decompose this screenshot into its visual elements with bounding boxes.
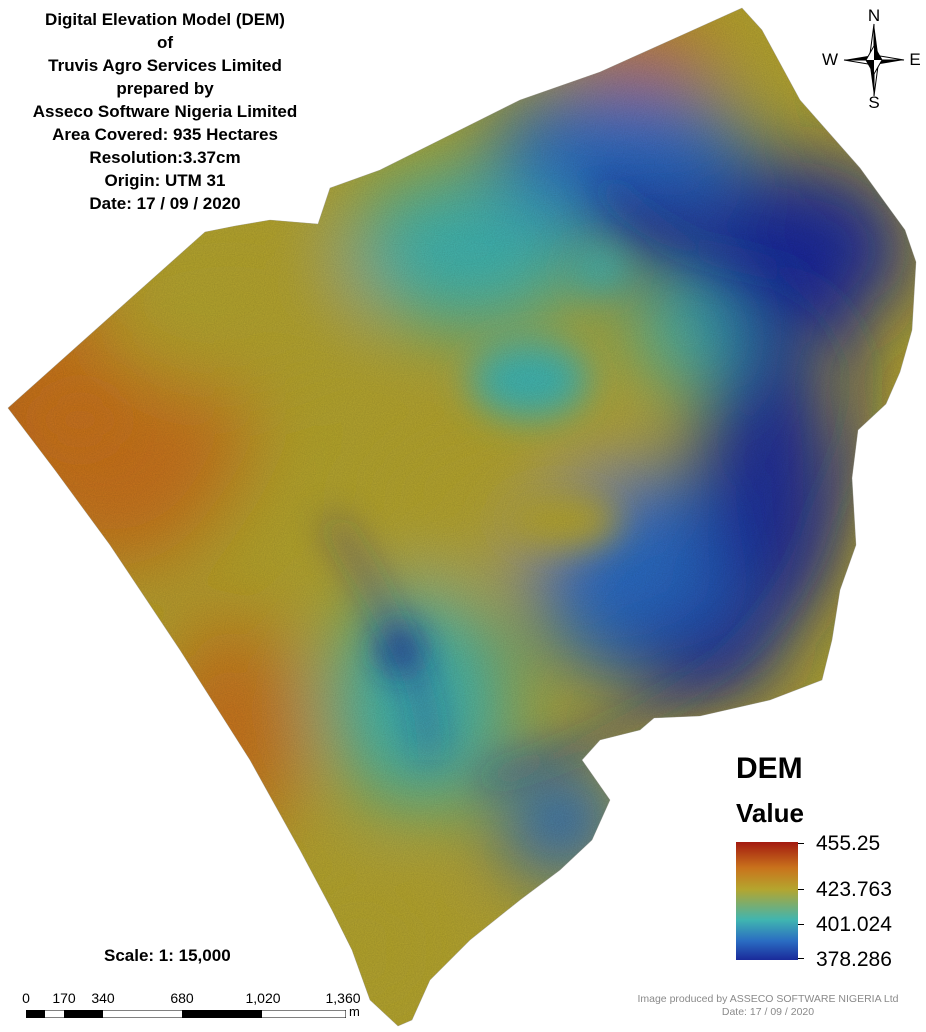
compass-n: N xyxy=(868,6,880,25)
legend-subtitle: Value xyxy=(736,798,804,828)
legend-color-ramp xyxy=(736,842,798,960)
area-covered: Area Covered: 935 Hectares xyxy=(52,125,278,144)
origin: Origin: UTM 31 xyxy=(104,171,226,190)
compass-rose-icon: N S W E xyxy=(822,6,920,112)
compass-w: W xyxy=(822,50,838,69)
scale-bar xyxy=(26,1010,346,1018)
credit-text: Image produced by ASSECO SOFTWARE NIGERI… xyxy=(612,993,924,1019)
map-title: Digital Elevation Model (DEM) xyxy=(45,10,285,29)
scale-tick-label: 1,360 xyxy=(325,990,361,1006)
prepared-by: prepared by xyxy=(116,79,214,98)
legend-tick xyxy=(798,924,804,925)
producer-name: Asseco Software Nigeria Limited xyxy=(32,102,298,121)
legend-value-2: 423.763 xyxy=(816,878,892,901)
scale-tick-label: 0 xyxy=(22,990,30,1006)
legend-value-3: 401.024 xyxy=(816,913,892,936)
credit-line-1: Image produced by ASSECO SOFTWARE NIGERI… xyxy=(637,993,899,1005)
legend-title: DEM xyxy=(736,752,803,785)
compass-s: S xyxy=(868,93,879,112)
scale-ratio: Scale: 1: 15,000 xyxy=(104,946,231,965)
legend-tick xyxy=(798,843,804,844)
legend-tick xyxy=(798,889,804,890)
credit-line-2: Date: 17 / 09 / 2020 xyxy=(721,1006,815,1018)
client-name: Truvis Agro Services Limited xyxy=(48,56,282,75)
legend-value-min: 378.286 xyxy=(816,948,892,971)
scale-tick-label: 1,020 xyxy=(245,990,281,1006)
compass-e: E xyxy=(909,50,920,69)
survey-date: Date: 17 / 09 / 2020 xyxy=(89,194,241,213)
scale-unit: m xyxy=(349,1004,360,1019)
title-of: of xyxy=(156,33,174,52)
scale-tick-label: 170 xyxy=(52,990,76,1006)
resolution: Resolution:3.37cm xyxy=(89,148,241,167)
scale-tick-label: 680 xyxy=(170,990,194,1006)
legend-tick xyxy=(798,958,804,959)
scale-tick-label: 340 xyxy=(91,990,115,1006)
legend-value-max: 455.25 xyxy=(816,832,881,855)
map-title-block: Digital Elevation Model (DEM) of Truvis … xyxy=(0,8,330,215)
